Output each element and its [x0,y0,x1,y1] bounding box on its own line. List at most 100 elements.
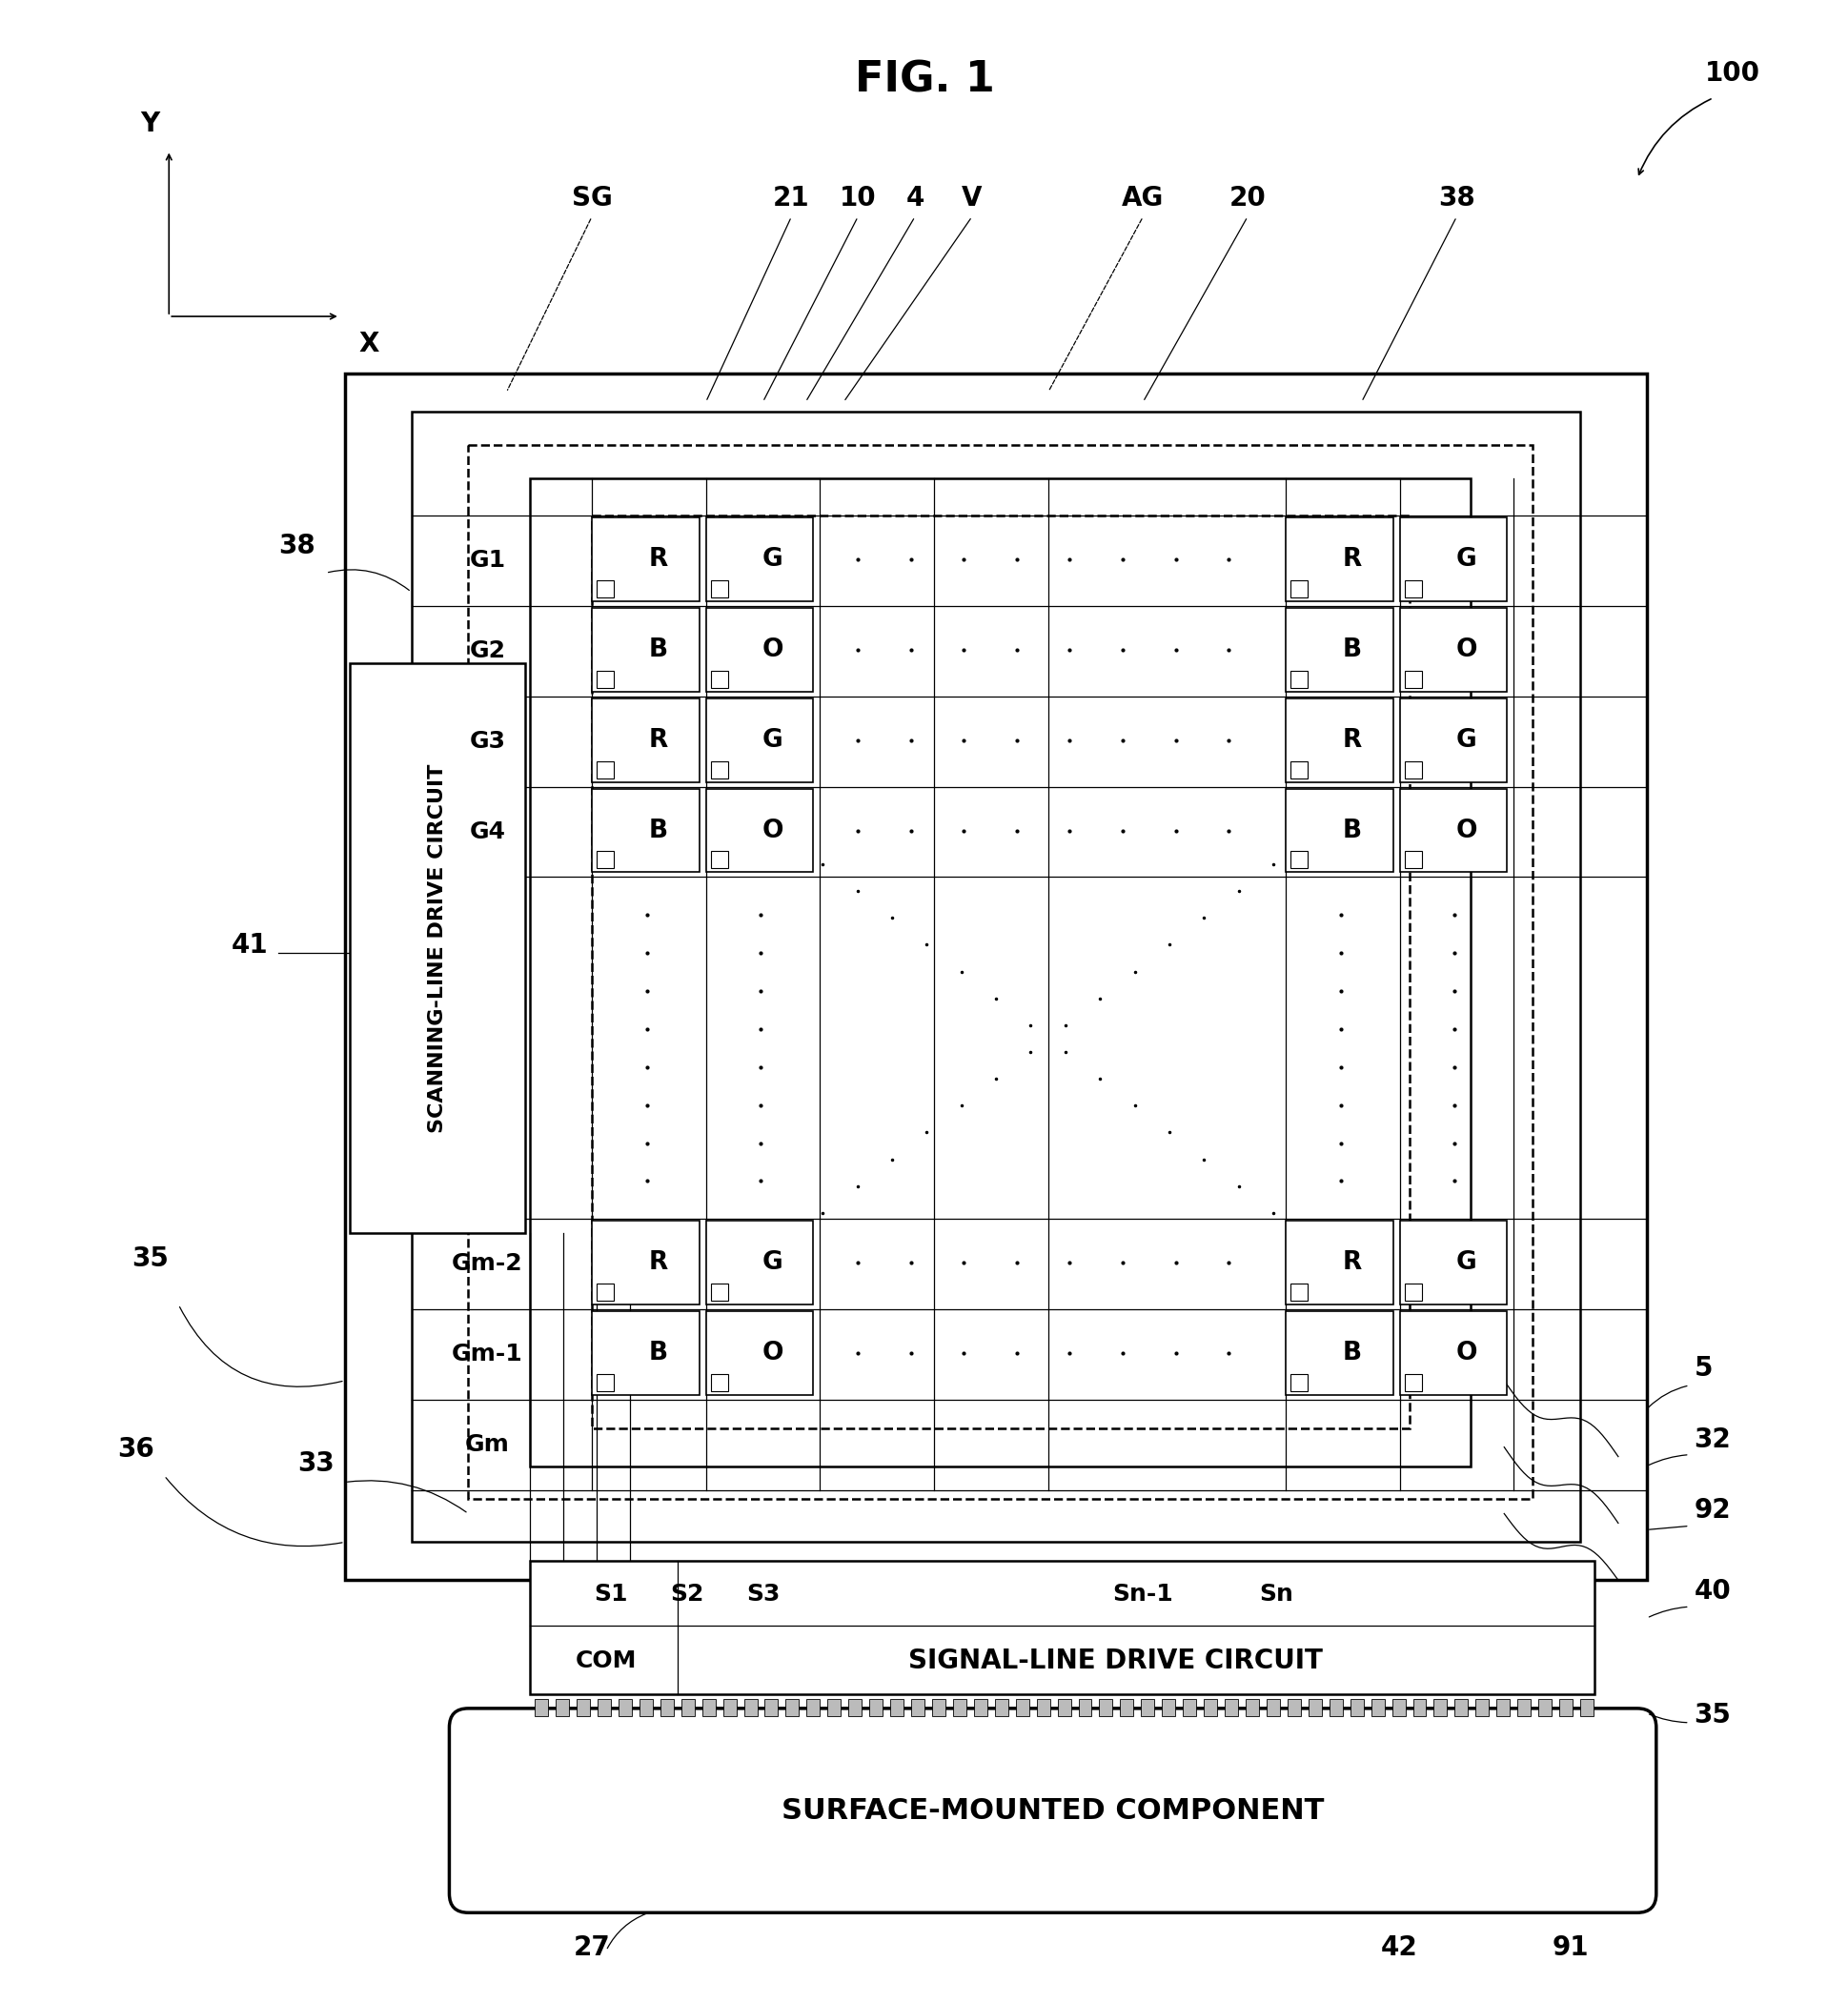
Text: 35: 35 [1693,1702,1730,1728]
Bar [639,1700,652,1716]
Bar [931,1700,944,1716]
Text: B: B [1342,1341,1362,1365]
Text: 5: 5 [1693,1355,1711,1381]
Bar [1432,1700,1447,1716]
Text: G: G [1454,1251,1477,1275]
Text: Sn: Sn [1258,1584,1292,1606]
Text: 92: 92 [1693,1497,1730,1524]
Text: 36: 36 [116,1435,153,1461]
Bar [1203,1700,1216,1716]
Bar [1412,1700,1425,1716]
Bar [706,609,813,693]
Bar [706,1221,813,1305]
Bar [911,1700,924,1716]
Bar [1399,1221,1506,1305]
Bar [1558,1700,1573,1716]
Bar [1399,519,1506,601]
Bar [706,1311,813,1395]
Bar [1404,1373,1421,1391]
Text: B: B [1342,637,1362,663]
Bar [1399,789,1506,873]
Text: B: B [649,819,667,843]
Bar [1538,1700,1550,1716]
Bar [1140,1700,1153,1716]
Bar [848,1700,861,1716]
Text: 35: 35 [131,1245,168,1273]
Bar [1371,1700,1384,1716]
Bar [1308,1700,1321,1716]
Bar [591,1311,699,1395]
Bar [1392,1700,1404,1716]
Text: G1: G1 [469,549,505,573]
Text: R: R [1342,1251,1362,1275]
Text: O: O [761,1341,784,1365]
Text: B: B [649,1341,667,1365]
Bar [660,1700,673,1716]
Text: 41: 41 [231,933,268,959]
Bar [952,1700,967,1716]
Bar [1183,1700,1196,1716]
Bar [974,1700,987,1716]
Bar [806,1700,819,1716]
Text: 100: 100 [1704,60,1759,86]
Bar [1495,1700,1510,1716]
FancyBboxPatch shape [449,1708,1656,1912]
Bar [710,671,728,689]
Text: O: O [1454,1341,1477,1365]
Text: 32: 32 [1693,1425,1730,1453]
Text: SCANNING-LINE DRIVE CIRCUIT: SCANNING-LINE DRIVE CIRCUIT [427,763,447,1133]
Bar [1399,699,1506,783]
Bar [889,1700,904,1716]
Bar [1284,699,1392,783]
Bar [1404,761,1421,779]
Bar [710,851,728,869]
Bar [1404,851,1421,869]
Bar [1120,1700,1133,1716]
Bar [1037,1700,1050,1716]
Text: SIGNAL-LINE DRIVE CIRCUIT: SIGNAL-LINE DRIVE CIRCUIT [907,1648,1321,1674]
Bar [1284,519,1392,601]
Bar [1454,1700,1467,1716]
Bar [530,1562,1593,1694]
Text: R: R [1342,547,1362,573]
Bar [1399,609,1506,693]
Bar [597,761,614,779]
Bar [1246,1700,1258,1716]
Text: O: O [1454,819,1477,843]
Bar [785,1700,798,1716]
Bar [1284,1221,1392,1305]
Text: O: O [761,819,784,843]
Text: 21: 21 [772,186,809,212]
Bar [1329,1700,1342,1716]
Text: 10: 10 [839,186,876,212]
Text: SURFACE-MOUNTED COMPONENT: SURFACE-MOUNTED COMPONENT [782,1796,1323,1824]
Bar [869,1700,881,1716]
Text: G: G [761,547,782,573]
Bar [591,609,699,693]
Bar [1266,1700,1279,1716]
Text: COM: COM [575,1650,636,1672]
Bar [1100,1700,1112,1716]
Text: X: X [359,330,379,356]
Bar [1284,789,1392,873]
Text: B: B [649,637,667,663]
Bar [1015,1700,1029,1716]
Text: G2: G2 [469,639,505,663]
Bar [344,374,1647,1580]
Bar [710,1283,728,1301]
Bar [1077,1700,1090,1716]
Text: 33: 33 [298,1449,334,1477]
Text: S3: S3 [747,1584,780,1606]
Bar [410,412,1580,1542]
Bar [1284,609,1392,693]
Bar [597,581,614,599]
Bar [1404,581,1421,599]
Bar [1290,1283,1307,1301]
Text: 38: 38 [1438,186,1475,212]
Bar [617,1700,632,1716]
Bar [1290,851,1307,869]
Bar [1404,1283,1421,1301]
Bar [530,478,1471,1465]
Bar [994,1700,1007,1716]
Text: S2: S2 [669,1584,704,1606]
